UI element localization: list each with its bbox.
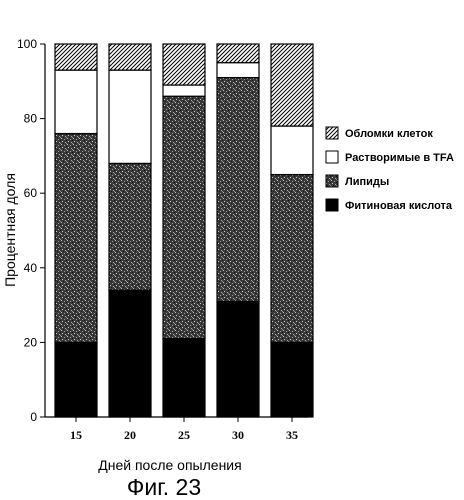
bar-segment-25-series-0 [163, 339, 205, 417]
bar-segment-30-series-3 [217, 44, 259, 63]
x-tick-label: 25 [178, 428, 190, 442]
bar-segment-20-series-1 [109, 163, 151, 290]
bar-segment-15-series-0 [55, 342, 97, 417]
bar-segment-15-series-3 [55, 44, 97, 70]
legend-label: Растворимые в TFA [345, 152, 454, 164]
x-ticks: 15 20 25 30 35 [70, 417, 298, 442]
figure-caption: Фиг. 23 [127, 474, 201, 500]
bars-group [55, 44, 313, 417]
bar-segment-20-series-2 [109, 70, 151, 163]
y-tick-label: 20 [24, 335, 38, 349]
bar-segment-25-series-1 [163, 96, 205, 338]
y-ticks: 0 20 40 60 80 100 [17, 37, 45, 424]
legend-swatch [326, 151, 338, 163]
y-axis-label: Процентная доля [2, 173, 18, 287]
bar-segment-30-series-0 [217, 301, 259, 417]
bar-segment-25-series-2 [163, 85, 205, 96]
bar-segment-25-series-3 [163, 44, 205, 85]
y-tick-label: 0 [30, 410, 37, 424]
bar-segment-15-series-2 [55, 70, 97, 133]
bar-segment-35-series-1 [271, 175, 313, 343]
y-tick-label: 100 [17, 37, 37, 51]
x-tick-label: 30 [232, 428, 244, 442]
legend-label: Обломки клеток [345, 128, 433, 140]
bar-segment-15-series-1 [55, 134, 97, 343]
legend-swatch [326, 175, 338, 187]
legend-swatch [326, 199, 338, 211]
legend-label: Липиды [345, 176, 389, 188]
y-tick-label: 80 [24, 112, 38, 126]
bar-segment-35-series-2 [271, 126, 313, 174]
bar-segment-20-series-3 [109, 44, 151, 70]
x-axis-label: Дней после опыления [98, 457, 241, 473]
y-tick-label: 60 [24, 186, 38, 200]
y-tick-label: 40 [24, 261, 38, 275]
x-tick-label: 20 [124, 428, 136, 442]
bar-segment-30-series-1 [217, 78, 259, 302]
legend: Обломки клеток Растворимые в TFA Липиды Фит… [326, 127, 454, 212]
bar-segment-35-series-0 [271, 342, 313, 417]
x-tick-label: 35 [286, 428, 298, 442]
bar-segment-30-series-2 [217, 63, 259, 78]
legend-label: Фитиновая кислота [345, 200, 453, 212]
bar-segment-35-series-3 [271, 44, 313, 126]
bar-segment-20-series-0 [109, 290, 151, 417]
x-tick-label: 15 [70, 428, 82, 442]
legend-swatch [326, 127, 338, 139]
